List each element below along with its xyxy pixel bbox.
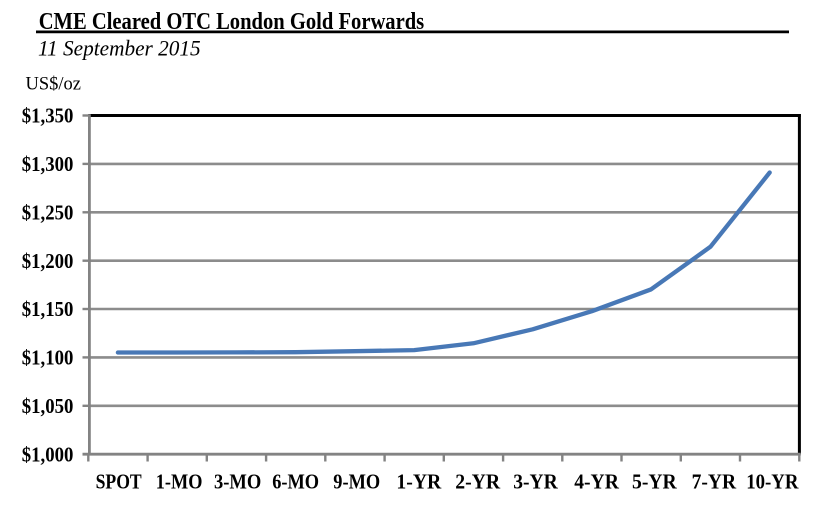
svg-text:$1,050: $1,050 (22, 394, 74, 418)
svg-text:$1,300: $1,300 (22, 152, 74, 176)
svg-text:$1,150: $1,150 (22, 297, 74, 321)
svg-text:SPOT: SPOT (96, 469, 142, 493)
svg-text:1-YR: 1-YR (396, 469, 442, 493)
svg-text:$1,100: $1,100 (22, 346, 74, 370)
svg-text:3-YR: 3-YR (513, 469, 558, 493)
svg-text:1-MO: 1-MO (156, 469, 203, 493)
svg-text:2-YR: 2-YR (455, 469, 501, 493)
svg-text:10-YR: 10-YR (746, 469, 799, 493)
svg-text:$1,000: $1,000 (22, 442, 74, 466)
svg-text:$1,250: $1,250 (22, 200, 74, 224)
svg-text:7-YR: 7-YR (692, 469, 737, 493)
svg-text:11 September 2015: 11 September 2015 (38, 35, 201, 60)
svg-text:9-MO: 9-MO (333, 469, 380, 493)
svg-text:3-MO: 3-MO (214, 469, 261, 493)
svg-text:4-YR: 4-YR (574, 469, 619, 493)
svg-text:5-YR: 5-YR (632, 469, 677, 493)
svg-text:6-MO: 6-MO (272, 469, 319, 493)
svg-text:$1,200: $1,200 (22, 249, 74, 273)
svg-text:$1,350: $1,350 (22, 104, 74, 128)
svg-text:US$/oz: US$/oz (26, 73, 81, 94)
